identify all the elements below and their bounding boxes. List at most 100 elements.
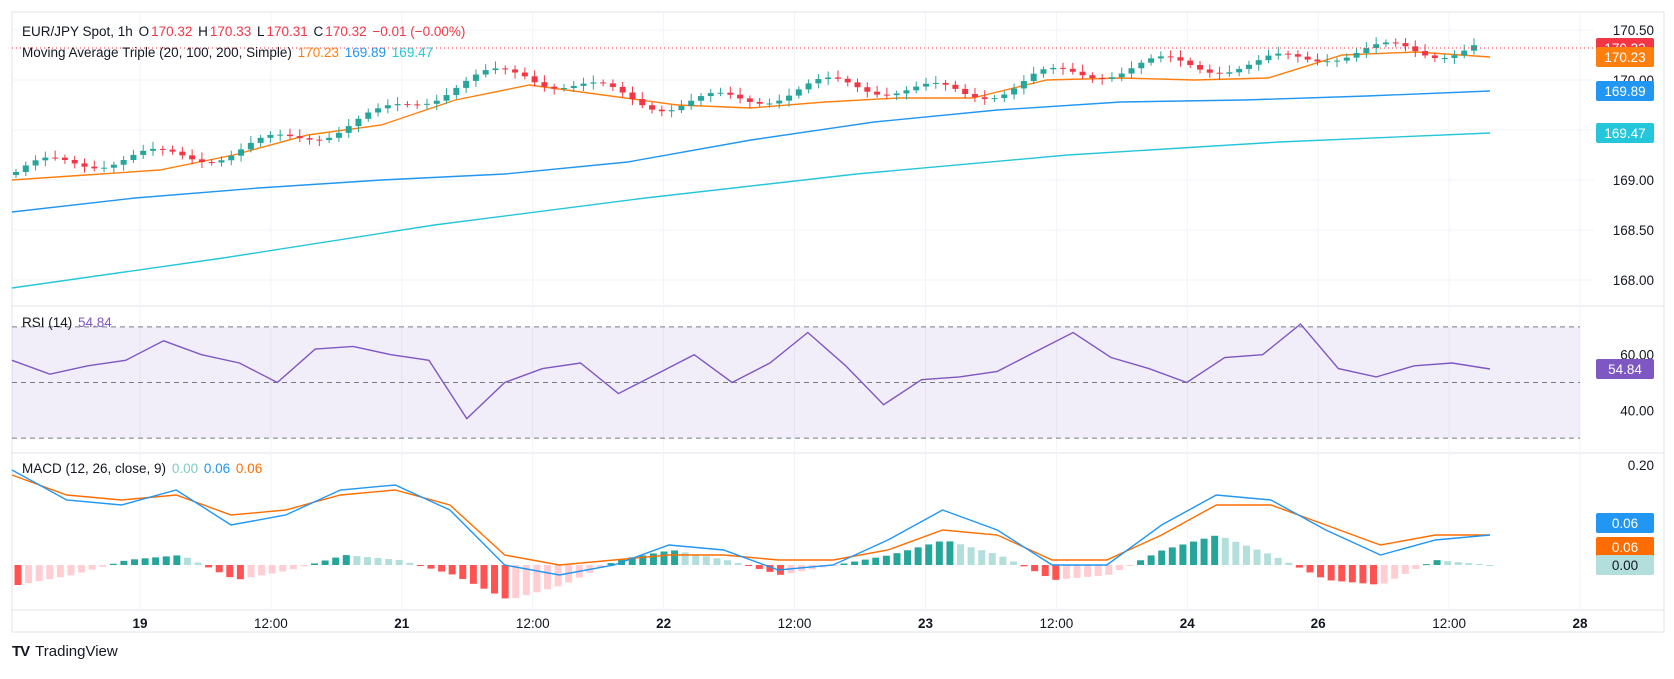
candle-body — [238, 149, 245, 156]
macd-histogram-bar — [1317, 565, 1325, 578]
macd-histogram-bar — [1264, 553, 1272, 565]
macd-histogram-bar — [438, 565, 446, 572]
macd-histogram-bar — [628, 557, 636, 565]
price-tick-label: 170.50 — [1613, 23, 1654, 38]
candle-body — [1148, 58, 1155, 63]
macd-tick-label: 0.20 — [1628, 458, 1654, 473]
candle-body — [1040, 69, 1047, 74]
candle-body — [1373, 44, 1380, 49]
macd-histogram-bar — [99, 565, 107, 567]
macd-histogram-bar — [861, 559, 869, 565]
candle-body — [1255, 60, 1262, 65]
candle-body — [649, 105, 656, 110]
low-value: 170.31 — [266, 24, 308, 39]
candle-body — [746, 98, 753, 102]
macd-histogram-bar — [1126, 565, 1134, 566]
brand-name[interactable]: TradingView — [35, 643, 118, 660]
macd-hist-value: 0.00 — [171, 461, 199, 476]
candle-body — [932, 82, 939, 84]
candle-body — [218, 160, 225, 163]
macd-histogram-bar — [1285, 562, 1293, 565]
candle-body — [1431, 55, 1438, 58]
candle-body — [61, 157, 68, 160]
macd-signal-line — [11, 474, 1490, 566]
macd-price-label — [1596, 537, 1654, 557]
candle-body — [463, 80, 470, 88]
candle-body — [668, 110, 675, 112]
rsi-legend: RSI (14) 54.84 — [22, 314, 114, 332]
ma-legend-label[interactable]: Moving Average Triple (20, 100, 200, Sim… — [22, 45, 292, 60]
candle-body — [1128, 68, 1135, 74]
candle-body — [923, 83, 930, 87]
candle-body — [247, 142, 254, 150]
candle-body — [1069, 68, 1076, 72]
macd-histogram-bar — [1327, 565, 1335, 581]
candle-body — [120, 160, 127, 165]
candle-body — [600, 82, 607, 84]
candle-body — [521, 72, 528, 77]
macd-histogram-bar — [554, 565, 562, 587]
macd-histogram-bar — [967, 547, 975, 565]
macd-histogram-bar — [671, 550, 679, 565]
footer: TV TradingView — [12, 643, 118, 660]
macd-histogram-bar — [25, 565, 33, 584]
macd-histogram-bar — [882, 555, 890, 565]
open-label: O — [138, 24, 150, 39]
candle-body — [1050, 67, 1057, 70]
candle-body — [384, 105, 391, 109]
candle-body — [952, 84, 959, 89]
macd-histogram-bar — [406, 562, 414, 565]
candle-body — [228, 155, 235, 161]
candle-body — [844, 78, 851, 83]
price-label-text: 169.89 — [1604, 84, 1645, 99]
macd-histogram-bar — [1370, 565, 1378, 585]
macd-histogram-bar — [872, 557, 880, 565]
candle-body — [1412, 46, 1419, 52]
tradingview-logo-icon[interactable]: TV — [12, 643, 30, 660]
candle-body — [1167, 56, 1174, 58]
candle-body — [130, 154, 137, 161]
macd-price-label-text: 0.00 — [1612, 558, 1638, 573]
macd-histogram-bar — [67, 565, 75, 576]
candle-body — [482, 70, 489, 75]
ma200-value: 169.47 — [391, 45, 434, 60]
candle-body — [1099, 78, 1106, 80]
time-tick-label: 12:00 — [1432, 616, 1466, 631]
price-tick-label: 169.00 — [1613, 173, 1654, 188]
macd-histogram-bar — [385, 558, 393, 565]
rsi-legend-label[interactable]: RSI (14) — [22, 315, 73, 330]
macd-histogram-bar — [1232, 541, 1240, 565]
macd-histogram-bar — [1444, 561, 1452, 565]
macd-histogram-bar — [1073, 565, 1081, 578]
macd-histogram-bar — [702, 556, 710, 565]
candle-body — [1294, 54, 1301, 57]
candle-body — [1343, 57, 1350, 61]
candle-body — [159, 148, 166, 150]
candle-body — [443, 95, 450, 101]
rsi-tick-label: 40.00 — [1620, 403, 1654, 418]
macd-histogram-bar — [1062, 565, 1070, 579]
candle-body — [893, 93, 900, 96]
macd-histogram-bar — [1401, 565, 1409, 574]
change-value: −0.01 (−0.00%) — [372, 24, 466, 39]
macd-histogram-bar — [300, 565, 308, 567]
macd-histogram-bar — [279, 565, 287, 572]
candle-body — [1392, 42, 1399, 44]
candle-body — [52, 157, 59, 159]
ma-line-ma20 — [11, 51, 1491, 181]
macd-histogram-bar — [427, 565, 435, 569]
candle-body — [1118, 73, 1125, 78]
candle-body — [942, 82, 949, 85]
symbol-title[interactable]: EUR/JPY Spot, 1h — [22, 24, 133, 39]
macd-histogram-bar — [1380, 565, 1388, 584]
macd-histogram-bar — [607, 563, 615, 565]
candle-body — [795, 89, 802, 96]
candle-body — [81, 163, 88, 167]
macd-legend-label[interactable]: MACD (12, 26, close, 9) — [22, 461, 167, 476]
rsi-legend-value: 54.84 — [78, 315, 112, 330]
candle-body — [1451, 55, 1458, 58]
candle-body — [697, 96, 704, 101]
chart-frame — [11, 11, 1665, 633]
